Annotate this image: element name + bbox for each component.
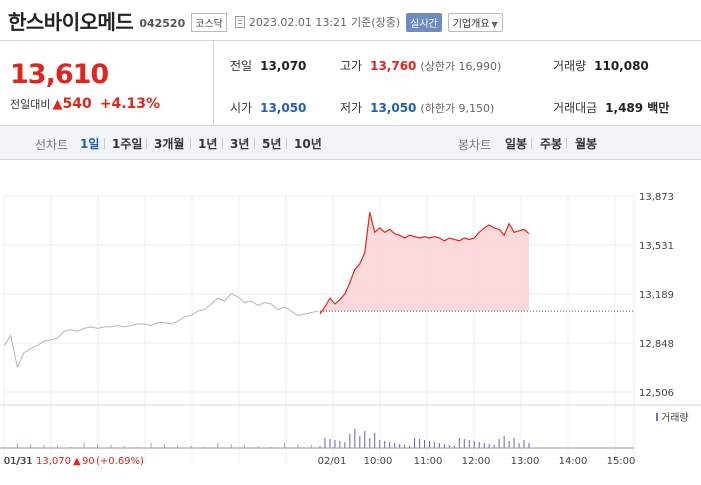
realtime-badge[interactable]: 실시간 [406, 12, 442, 32]
stat-label: 거래량 [553, 59, 587, 73]
company-info-button[interactable]: 기업개요 ▼ [447, 12, 503, 32]
x-tick-label: 11:00 [414, 456, 443, 467]
y-tick-label: 13,189 [639, 290, 674, 301]
stock-title-bar: 한스바이오메드 042520 코스닥 2023.02.01 13:21 기준(장… [0, 0, 701, 40]
stat-high: 고가 13,760 (상한가 16,990) [340, 57, 501, 74]
stat-open: 시가 13,050 [230, 99, 306, 116]
footer-close: 13,070 [36, 456, 71, 467]
candle-chart-label: 봉차트 [458, 138, 492, 152]
x-tick-label: 01/31 [4, 456, 33, 467]
volume-legend-swatch [656, 413, 658, 421]
timestamp: 2023.02.01 13:21 [248, 15, 348, 29]
y-tick-label: 13,531 [639, 241, 674, 252]
x-tick-label: 10:00 [364, 456, 393, 467]
stat-value: 13,760 [370, 59, 417, 73]
stat-low: 저가 13,050 (하한가 9,150) [340, 99, 494, 116]
x-tick-label: 12:00 [462, 456, 491, 467]
stat-label: 거래대금 [553, 101, 598, 115]
divider [531, 138, 532, 149]
stat-sub: (하한가 9,150) [420, 102, 495, 115]
today-area [320, 212, 529, 315]
up-triangle-icon: ▲ [52, 96, 63, 112]
candle-weekly[interactable]: 주봉 [540, 137, 563, 151]
range-1d[interactable]: 1일 [80, 137, 100, 151]
candle-daily[interactable]: 일봉 [505, 137, 528, 151]
stat-label: 시가 [230, 101, 253, 115]
timestamp-suffix: 기준(장중) [351, 16, 401, 29]
price-box: 13,610 전일대비 ▲ 540 +4.13% [0, 41, 214, 126]
divider [222, 138, 223, 149]
stat-prev-close: 전일 13,070 [230, 57, 306, 74]
change-label: 전일대비 [10, 98, 51, 111]
quote-panel: 13,610 전일대비 ▲ 540 +4.13% 전일 13,070 시가 13… [0, 40, 701, 126]
range-3m[interactable]: 3개월 [154, 137, 185, 151]
today-line [319, 212, 530, 315]
range-3y[interactable]: 3년 [230, 137, 250, 151]
candle-monthly[interactable]: 월봉 [575, 137, 598, 151]
stat-sub: (상한가 16,990) [420, 60, 502, 73]
divider [146, 138, 147, 149]
company-info-label: 기업개요 [452, 18, 490, 30]
stat-value: 13,050 [370, 101, 417, 115]
stat-turnover: 거래대금 1,489 백만 [553, 99, 669, 116]
x-tick-label: 15:00 [607, 456, 636, 467]
x-tick-label: 14:00 [559, 456, 588, 467]
range-1y[interactable]: 1년 [198, 137, 218, 151]
prev-day-line [3, 293, 319, 369]
price-chart-svg[interactable]: 13,873 13,531 13,189 12,848 12,506 거래량 01/31 02… [0, 160, 701, 485]
volume-legend-label: 거래량 [661, 412, 689, 424]
range-1w[interactable]: 1주일 [112, 137, 143, 151]
y-tick-label: 12,848 [639, 339, 674, 350]
stat-value: 13,050 [260, 101, 307, 115]
divider [104, 138, 105, 149]
stat-label: 전일 [230, 59, 253, 73]
stock-code: 042520 [139, 16, 186, 30]
footer-change: 90 [82, 456, 95, 467]
divider [566, 138, 567, 149]
chevron-down-icon: ▼ [491, 19, 498, 29]
market-badge: 코스닥 [191, 12, 227, 32]
range-5y[interactable]: 5년 [262, 137, 282, 151]
x-tick-label: 13:00 [511, 456, 540, 467]
y-tick-label: 13,873 [639, 192, 674, 203]
stock-name: 한스바이오메드 [8, 9, 134, 34]
change-row: 전일대비 ▲ 540 +4.13% [10, 96, 160, 112]
stat-label: 저가 [340, 101, 363, 115]
footer-date: 01/31 [4, 456, 33, 467]
divider [286, 138, 287, 149]
stat-value: 110,080 [594, 59, 649, 73]
chart-range-bar: 선차트 1일 1주일 3개월 1년 3년 5년 10년 봉차트 일봉 주봉 월봉 [0, 126, 701, 160]
stat-value: 1,489 백만 [605, 101, 670, 115]
x-tick-label: 02/01 [318, 456, 347, 467]
line-chart-label: 선차트 [35, 138, 69, 152]
divider [190, 138, 191, 149]
change-amount: 540 [62, 96, 92, 112]
change-percent: +4.13% [99, 96, 161, 112]
stat-value: 13,070 [260, 59, 307, 73]
footer-up-icon: ▲ [73, 456, 81, 467]
footer-change-pct: (+0.69%) [96, 456, 144, 467]
current-price: 13,610 [10, 59, 109, 90]
price-chart[interactable]: 13,873 13,531 13,189 12,848 12,506 거래량 01/31 02… [0, 160, 701, 485]
stat-label: 고가 [340, 59, 363, 73]
range-10y[interactable]: 10년 [294, 137, 322, 151]
stat-volume: 거래량 110,080 [553, 57, 649, 74]
document-icon [234, 16, 245, 28]
divider [254, 138, 255, 149]
y-tick-label: 12,506 [639, 388, 674, 399]
